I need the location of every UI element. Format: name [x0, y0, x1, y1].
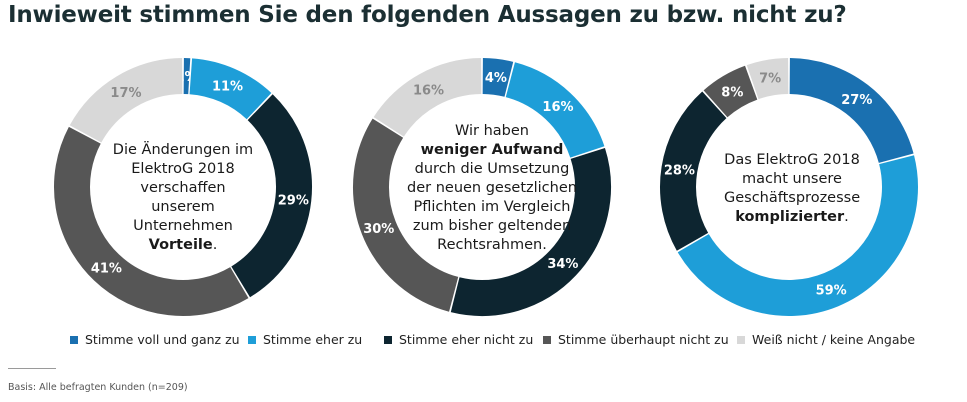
footnote-divider: [8, 368, 56, 369]
legend-item-eher-nicht: Stimme eher nicht zu: [384, 332, 533, 347]
donut-2-center-text: Wir haben weniger Aufwand durch die Umse…: [402, 122, 582, 255]
donut-3-label-voll: 27%: [841, 93, 872, 108]
donut-3-slice-eher-nicht: [660, 91, 727, 251]
donut-2-slice-voll: [482, 58, 514, 97]
donut-3-slice-eher: [677, 155, 918, 316]
donut-charts: 1%11%29%41%17%4%16%34%30%16%27%59%28%8%7…: [54, 58, 918, 316]
legend-swatch-weiss-nicht: [737, 335, 745, 344]
legend-label-ueberhaupt-nicht: Stimme überhaupt nicht zu: [558, 332, 729, 347]
legend-swatch-ueberhaupt-nicht: [543, 335, 551, 344]
donut-2-slice-eher: [505, 62, 605, 159]
donut-2-label-ueberhaupt-nicht: 30%: [363, 222, 394, 237]
donut-1-label-eher: 11%: [212, 79, 243, 94]
donut-2-slice-eher-nicht: [450, 148, 611, 316]
donut-3-slice-ueberhaupt-nicht: [703, 65, 758, 118]
donut-2-label-weiss-nicht: 16%: [413, 84, 444, 99]
donut-3-center-text: Das ElektroG 2018 macht unsere Geschäfts…: [724, 151, 860, 227]
donut-1-slice-weiss-nicht: [69, 58, 183, 144]
donut-3-label-ueberhaupt-nicht: 8%: [721, 86, 743, 101]
donut-1-center-text-post: .: [212, 237, 218, 253]
donut-1-center-text-pre: Die Änderungen im ElektroG 2018 verschaf…: [112, 142, 254, 234]
donut-3-slice-voll: [789, 58, 914, 164]
donut-2-center-text-post: durch die Umsetzung der neuen gesetzlich…: [407, 161, 577, 253]
donut-3-label-eher-nicht: 28%: [664, 164, 695, 179]
donut-2-label-voll: 4%: [485, 71, 507, 86]
source-note: Basis: Alle befragten Kunden (n=209): [8, 382, 188, 393]
donut-3-center-text-pre: Das ElektroG 2018 macht unsere Geschäfts…: [724, 152, 861, 206]
legend-item-voll: Stimme voll und ganz zu: [70, 332, 240, 347]
legend-swatch-eher: [248, 335, 256, 344]
donut-2-center-text-bold: weniger Aufwand: [420, 142, 564, 158]
donut-1-label-eher-nicht: 29%: [278, 193, 309, 208]
donut-3-label-weiss-nicht: 7%: [759, 72, 781, 87]
legend-label-eher: Stimme eher zu: [263, 332, 363, 347]
donut-1-center-text: Die Änderungen im ElektroG 2018 verschaf…: [110, 141, 256, 255]
donut-1-slice-ueberhaupt-nicht: [54, 126, 249, 316]
donut-1-label-weiss-nicht: 17%: [110, 86, 141, 101]
chart-title: Inwieweit stimmen Sie den folgenden Auss…: [8, 2, 847, 28]
donut-3-label-eher: 59%: [816, 284, 847, 299]
donut-1-slice-eher-nicht: [230, 94, 312, 298]
donut-3-slice-weiss-nicht: [746, 58, 789, 100]
legend-swatch-eher-nicht: [384, 335, 392, 344]
donut-1-label-ueberhaupt-nicht: 41%: [91, 261, 122, 276]
legend-item-eher: Stimme eher zu: [248, 332, 362, 347]
legend-item-ueberhaupt-nicht: Stimme überhaupt nicht zu: [543, 332, 729, 347]
donut-1-slice-eher: [188, 58, 272, 120]
legend-label-eher-nicht: Stimme eher nicht zu: [399, 332, 534, 347]
legend-item-weiss-nicht: Weiß nicht / keine Angabe: [737, 332, 915, 347]
donut-2-slice-weiss-nicht: [373, 58, 482, 138]
donut-2-center-text-pre: Wir haben: [454, 123, 529, 139]
donut-2-slice-ueberhaupt-nicht: [353, 118, 459, 312]
donut-3-center-text-post: .: [844, 209, 849, 225]
donut-2-label-eher: 16%: [542, 100, 573, 115]
donut-2-label-eher-nicht: 34%: [547, 257, 578, 272]
legend: Stimme voll und ganz zu Stimme eher zu S…: [0, 332, 967, 352]
legend-swatch-voll: [70, 335, 78, 344]
donut-3-center-text-bold: komplizierter: [735, 209, 845, 225]
donut-1-center-text-bold: Vorteile: [148, 237, 213, 253]
legend-label-weiss-nicht: Weiß nicht / keine Angabe: [752, 332, 916, 347]
legend-label-voll: Stimme voll und ganz zu: [85, 332, 240, 347]
